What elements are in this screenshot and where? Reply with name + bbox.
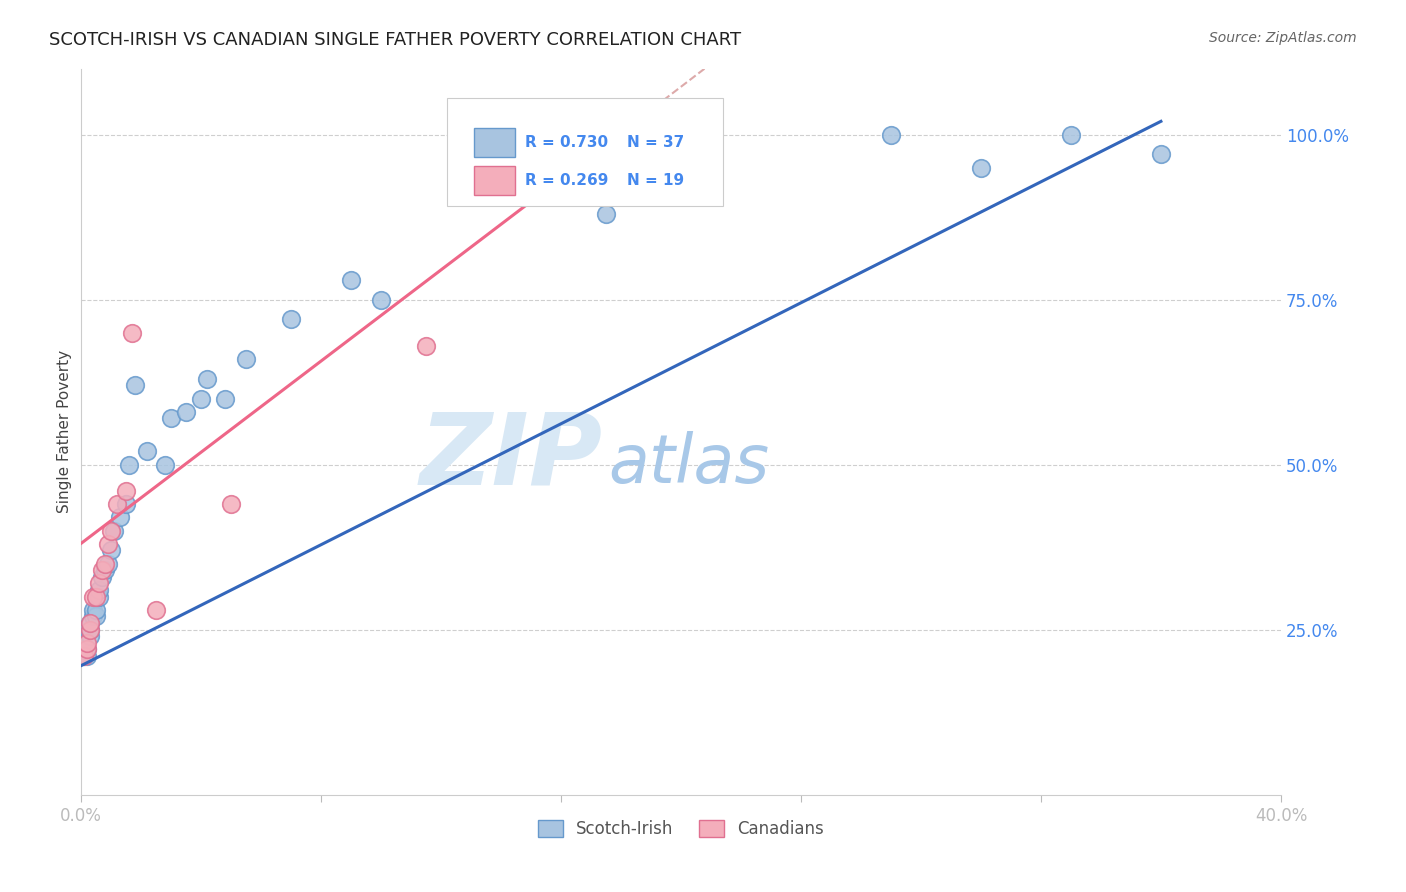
Point: [117, 458, 139, 472]
Point: [108, 510, 131, 524]
FancyBboxPatch shape: [474, 166, 515, 194]
Point: [550, 153, 572, 168]
Text: atlas: atlas: [609, 432, 770, 498]
Point: [79, 616, 101, 631]
Point: [79, 623, 101, 637]
FancyBboxPatch shape: [447, 97, 723, 206]
Point: [121, 326, 143, 340]
Point: [280, 312, 302, 326]
Point: [195, 372, 218, 386]
FancyBboxPatch shape: [474, 128, 515, 157]
Point: [79, 629, 101, 643]
Point: [72, 649, 94, 664]
Point: [93, 563, 115, 577]
Legend: Scotch-Irish, Canadians: Scotch-Irish, Canadians: [531, 813, 831, 845]
Text: ZIP: ZIP: [420, 409, 603, 506]
Point: [1150, 147, 1173, 161]
Point: [82, 603, 104, 617]
Text: R = 0.269: R = 0.269: [524, 173, 607, 188]
Point: [235, 351, 257, 366]
Point: [87, 590, 110, 604]
Point: [84, 603, 107, 617]
Point: [103, 524, 125, 538]
Point: [84, 609, 107, 624]
Point: [76, 642, 98, 657]
Point: [100, 543, 122, 558]
Point: [100, 524, 122, 538]
Point: [114, 483, 136, 498]
Point: [84, 590, 107, 604]
Point: [93, 557, 115, 571]
Point: [76, 649, 98, 664]
Text: SCOTCH-IRISH VS CANADIAN SINGLE FATHER POVERTY CORRELATION CHART: SCOTCH-IRISH VS CANADIAN SINGLE FATHER P…: [49, 31, 741, 49]
Text: N = 19: N = 19: [627, 173, 683, 188]
Text: R = 0.730: R = 0.730: [524, 135, 607, 150]
Point: [90, 570, 112, 584]
Text: Source: ZipAtlas.com: Source: ZipAtlas.com: [1209, 31, 1357, 45]
Point: [87, 582, 110, 597]
Point: [880, 128, 903, 142]
Point: [82, 609, 104, 624]
Point: [415, 339, 437, 353]
Point: [339, 273, 361, 287]
Point: [145, 603, 167, 617]
Point: [595, 207, 617, 221]
Point: [79, 616, 101, 631]
Point: [124, 378, 146, 392]
Point: [87, 576, 110, 591]
Point: [370, 293, 392, 307]
Point: [970, 161, 993, 175]
Point: [105, 497, 128, 511]
Point: [174, 405, 197, 419]
Point: [76, 636, 98, 650]
Point: [214, 392, 236, 406]
Point: [82, 590, 104, 604]
Point: [76, 642, 98, 657]
Point: [90, 563, 112, 577]
Point: [135, 444, 157, 458]
Y-axis label: Single Father Poverty: Single Father Poverty: [58, 350, 72, 513]
Point: [72, 649, 94, 664]
Point: [114, 497, 136, 511]
Point: [190, 392, 212, 406]
Point: [219, 497, 242, 511]
Point: [96, 537, 118, 551]
Point: [1060, 128, 1083, 142]
Point: [159, 411, 181, 425]
Point: [79, 623, 101, 637]
Point: [153, 458, 176, 472]
Point: [96, 557, 118, 571]
Text: N = 37: N = 37: [627, 135, 683, 150]
